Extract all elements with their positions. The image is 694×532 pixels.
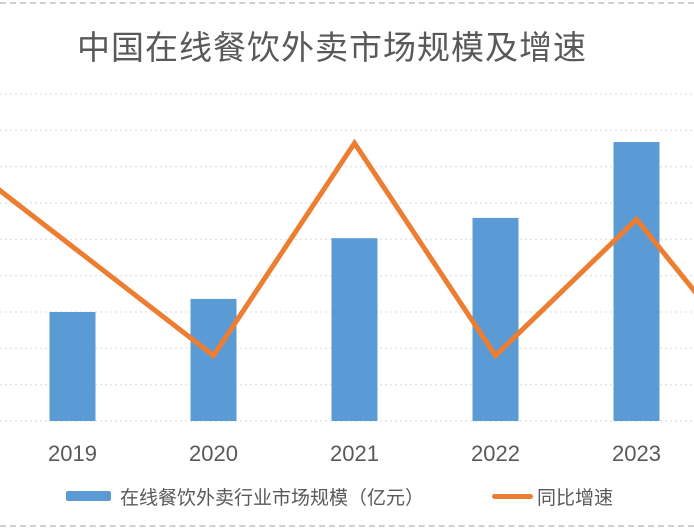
bar-2023	[613, 142, 660, 421]
bar-series-swatch	[66, 491, 111, 501]
growth-rate-line	[0, 138, 694, 360]
x-axis-label-2021: 2021	[330, 441, 379, 466]
x-axis-label-2020: 2020	[189, 441, 238, 466]
x-axis-label-2019: 2019	[48, 441, 97, 466]
chart-title: 中国在线餐饮外卖市场规模及增速	[77, 29, 587, 66]
page-border-bottom	[0, 525, 694, 527]
x-axis-label-2022: 2022	[471, 441, 520, 466]
bar-2019	[49, 312, 96, 421]
line-series-swatch	[492, 493, 533, 499]
legend-item-growth-rate: 同比增速	[492, 484, 614, 509]
bar-2020	[190, 298, 237, 421]
legend-item-market-size: 在线餐饮外卖行业市场规模（亿元）	[66, 484, 425, 509]
legend-label-growth-rate: 同比增速	[537, 487, 614, 509]
x-axis-label-2023: 2023	[612, 441, 661, 466]
page-border-top	[0, 2, 694, 4]
legend-label-market-size: 在线餐饮外卖行业市场规模（亿元）	[120, 487, 425, 509]
bar-2022	[472, 217, 519, 421]
bar-2021	[331, 238, 378, 421]
